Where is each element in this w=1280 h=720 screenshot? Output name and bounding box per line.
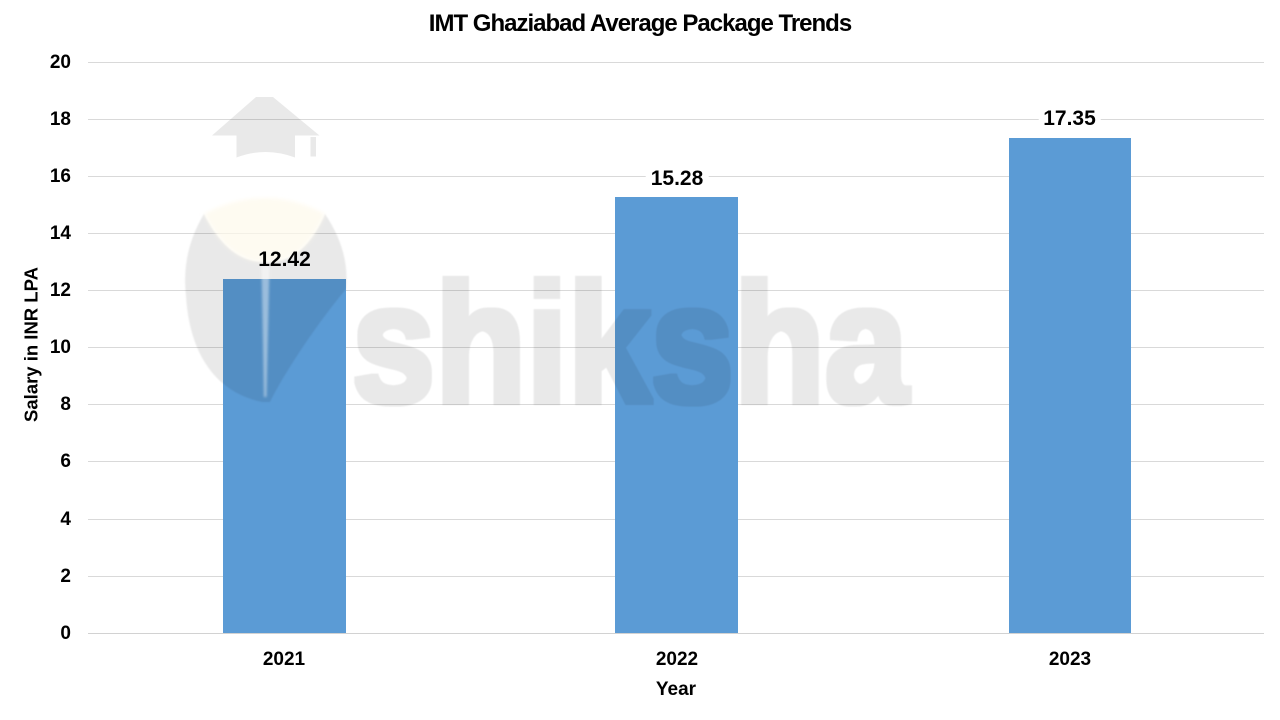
svg-text:shiksha: shiksha: [352, 249, 909, 439]
